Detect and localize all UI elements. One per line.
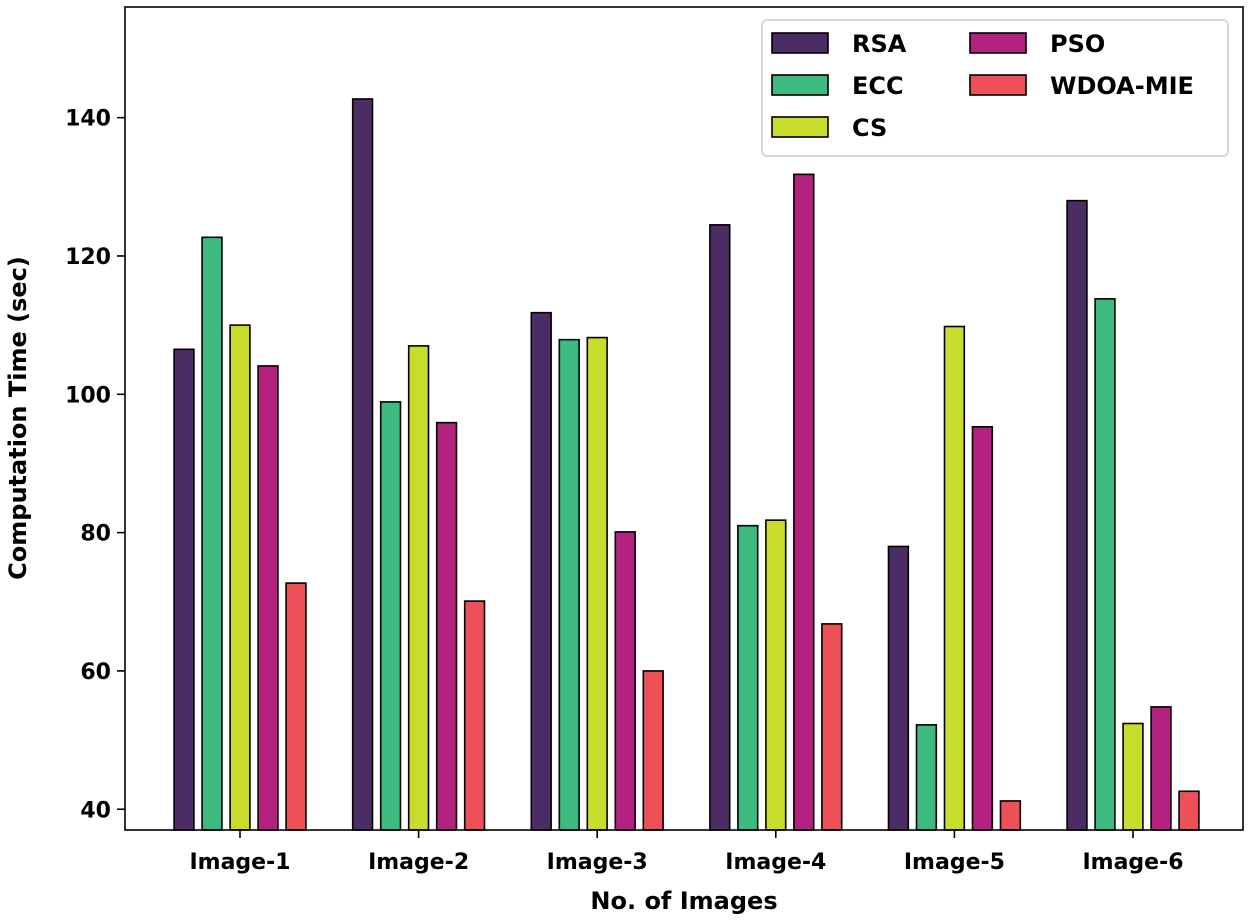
bar-pso-image-2: [435, 421, 458, 831]
bar-cs-image-1: [229, 324, 251, 831]
bar-ecc-image-2: [379, 401, 402, 831]
bar-cs-image-6: [1122, 722, 1144, 831]
bar-rsa-image-4: [709, 224, 731, 831]
bar-rsa-image-6: [1066, 199, 1088, 831]
bar-wdoa-mie-image-4: [821, 623, 843, 831]
bar-ecc-image-5: [915, 724, 938, 831]
y-tick-label-140: 140: [65, 107, 111, 132]
x-tick-label-image-6: Image-6: [1082, 850, 1183, 875]
legend-label-ecc: ECC: [852, 72, 904, 100]
legend-swatch-pso: [969, 32, 1027, 54]
legend-swatch-rsa: [771, 32, 829, 54]
x-axis: Image-1 Image-2 Image-3 Image-4 Image-5 Image…: [189, 830, 1184, 875]
bar-cs-image-4: [765, 519, 787, 831]
y-axis: 40 60 80 100 120 140: [65, 107, 125, 823]
bar-rsa-image-3: [530, 311, 552, 831]
y-tick-label-40: 40: [80, 798, 111, 823]
y-tick-label-60: 60: [80, 660, 111, 685]
legend-label-cs: CS: [852, 114, 887, 142]
x-tick-label-image-3: Image-3: [547, 850, 648, 875]
y-tick-label-80: 80: [80, 522, 111, 547]
bar-cs-image-5: [943, 325, 966, 831]
x-tick-label-image-1: Image-1: [189, 850, 290, 875]
bars-layer: [173, 98, 1200, 831]
y-tick-label-100: 100: [65, 383, 111, 408]
bar-rsa-image-5: [887, 545, 910, 831]
bar-wdoa-mie-image-6: [1178, 790, 1200, 831]
bar-wdoa-mie-image-5: [999, 800, 1022, 831]
bar-pso-image-3: [614, 531, 636, 831]
legend-swatch-wdoa-mie: [969, 74, 1027, 96]
bar-wdoa-mie-image-3: [642, 670, 664, 831]
bar-rsa-image-1: [173, 348, 195, 831]
bar-ecc-image-6: [1094, 298, 1116, 831]
bar-pso-image-4: [793, 173, 815, 831]
bar-pso-image-1: [257, 365, 279, 831]
x-tick-label-image-2: Image-2: [368, 850, 469, 875]
bar-pso-image-6: [1150, 706, 1172, 831]
bar-cs-image-3: [586, 336, 608, 831]
x-axis-title: No. of Images: [590, 887, 777, 915]
legend-swatch-ecc: [771, 74, 829, 96]
bar-pso-image-5: [971, 425, 994, 831]
legend: RSA ECC CS PSO WDOA-MIE: [761, 19, 1229, 157]
legend-label-wdoa-mie: WDOA-MIE: [1050, 72, 1194, 100]
plot-frame: [124, 6, 1244, 831]
bar-ecc-image-4: [737, 524, 759, 831]
legend-swatch-cs: [771, 116, 829, 138]
bar-ecc-image-3: [558, 338, 580, 831]
legend-label-rsa: RSA: [852, 30, 907, 58]
bar-wdoa-mie-image-2: [463, 600, 486, 831]
y-axis-title: Computation Time (sec): [4, 256, 32, 580]
bar-wdoa-mie-image-1: [285, 582, 307, 831]
bar-ecc-image-1: [201, 236, 223, 831]
bar-rsa-image-2: [351, 98, 374, 831]
x-tick-label-image-5: Image-5: [904, 850, 1005, 875]
x-tick-label-image-4: Image-4: [725, 850, 826, 875]
y-tick-label-120: 120: [65, 245, 111, 270]
bar-cs-image-2: [407, 345, 430, 831]
legend-label-pso: PSO: [1050, 30, 1105, 58]
